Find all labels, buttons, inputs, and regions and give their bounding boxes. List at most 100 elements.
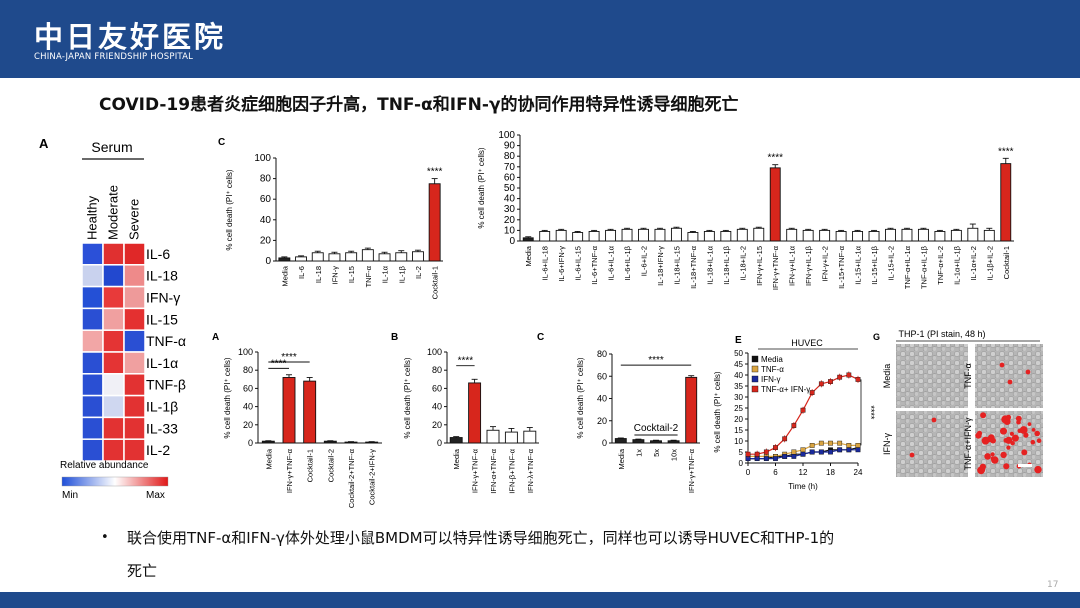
pi-cell xyxy=(1034,430,1040,437)
data-point xyxy=(846,372,852,378)
bar xyxy=(365,441,379,444)
bar xyxy=(868,231,880,242)
x-tick-label: IFN-γ+IL-2 xyxy=(821,246,830,282)
pi-cell xyxy=(1003,438,1009,443)
data-point xyxy=(745,451,751,457)
y-tick-label: 5 xyxy=(739,448,744,457)
heatmap-row-label: IFN-γ xyxy=(146,290,180,306)
pi-cell xyxy=(988,434,995,441)
x-tick-label: IL-2 xyxy=(414,266,423,279)
data-point xyxy=(818,381,824,387)
x-tick-label: IL-1α xyxy=(381,265,390,283)
data-point xyxy=(846,443,852,448)
x-tick-label: IL-18+IFN-γ xyxy=(656,246,665,286)
chart-c1: C % cell death (PI⁺ cells) 0 20 40 60 80 100 Med… xyxy=(218,137,443,299)
y-tick-label: 80 xyxy=(260,174,272,185)
scale-bar xyxy=(1018,464,1032,467)
pi-cell xyxy=(931,417,937,423)
legend-label: TNF-α+ IFN-γ xyxy=(761,385,810,394)
pi-cell xyxy=(1000,427,1007,435)
data-point xyxy=(828,440,833,446)
pi-cell xyxy=(1030,439,1036,445)
y-tick-label: 100 xyxy=(498,130,515,141)
x-tick-label: 12 xyxy=(799,468,808,477)
x-tick-label: IFN-α+TNF-α xyxy=(489,448,498,493)
heatmap-cell xyxy=(102,373,125,397)
chart-title: HUVEC xyxy=(791,338,823,348)
bar xyxy=(328,253,341,262)
microscopy-panel-letter: G xyxy=(873,332,880,342)
panel-letter: C xyxy=(218,137,225,148)
bar xyxy=(572,232,584,242)
pi-cell xyxy=(990,452,995,457)
bar xyxy=(650,440,662,444)
y-tick-label: 0 xyxy=(602,438,607,448)
bar xyxy=(934,231,946,242)
data-point xyxy=(763,456,769,461)
data-point xyxy=(800,447,806,453)
y-tick-label: 50 xyxy=(734,349,743,358)
x-tick-label: 0 xyxy=(746,468,751,477)
bar xyxy=(295,256,307,262)
x-tick-label: IFN-γ+IL-1β xyxy=(804,245,813,286)
data-point xyxy=(837,447,843,453)
x-tick-label: IFN-β+TNF-α xyxy=(507,448,516,493)
heatmap-cell xyxy=(102,242,125,266)
heatmap-cell xyxy=(123,351,146,375)
microscopy-label-ifn: IFN-γ xyxy=(882,433,892,455)
bar xyxy=(378,253,391,262)
x-tick-label: TNF-α+IL-1α xyxy=(903,245,912,289)
bar xyxy=(555,229,567,242)
heatmap-cell xyxy=(81,438,104,462)
bar xyxy=(786,228,798,242)
bar xyxy=(605,229,617,242)
x-tick-label: IL-6+IL-1α xyxy=(607,245,616,280)
heatmap-cell xyxy=(81,285,104,310)
heatmap-cell xyxy=(81,394,104,419)
legend-label: Media xyxy=(761,355,783,364)
pi-cell xyxy=(1036,438,1042,444)
data-point xyxy=(828,379,833,384)
microscopy-label-combo: TNF-α+IFN-γ xyxy=(963,417,973,470)
significance-marker: **** xyxy=(648,355,664,366)
y-tick-label: 25 xyxy=(734,404,743,413)
data-point xyxy=(809,390,815,395)
heatmap-cell xyxy=(81,242,104,266)
legend-label: IFN-γ xyxy=(761,375,781,384)
heatmap-legend-label: Relative abundance xyxy=(60,460,149,471)
x-tick-label: 5x xyxy=(652,449,661,457)
bar xyxy=(835,231,847,242)
y-tick-label: 80 xyxy=(432,365,442,375)
pi-cell xyxy=(984,453,991,460)
bar xyxy=(753,227,765,242)
heatmap-cell xyxy=(81,351,104,375)
significance-marker: **** xyxy=(767,153,783,164)
pi-cell xyxy=(1025,369,1031,375)
x-tick-label: 1x xyxy=(634,449,643,457)
hospital-logo-english: CHINA-JAPAN FRIENDSHIP HOSPITAL xyxy=(34,52,194,62)
heatmap-cell xyxy=(123,285,146,310)
heatmap-panel: A Serum Healthy Moderate Severe IL-6 IL-18 I… xyxy=(39,136,186,501)
y-tick-label: 60 xyxy=(432,383,442,393)
bar xyxy=(720,231,732,242)
bar xyxy=(654,228,666,242)
microscopy-label-tnf: TNF-α xyxy=(963,363,973,389)
x-tick-label: IL-6+IL-1β xyxy=(623,245,632,280)
heatmap-cell xyxy=(123,416,146,440)
significance-marker: **** xyxy=(271,358,287,369)
x-tick-label: IFN-γ+TNF-α xyxy=(471,448,480,493)
bar xyxy=(323,440,337,444)
x-tick-label: Cocktail-1 xyxy=(431,266,440,299)
x-tick-label: IL-1β+IL-2 xyxy=(985,246,994,281)
bar xyxy=(311,252,324,262)
footer-bar xyxy=(0,592,1080,608)
bar xyxy=(261,440,275,444)
heatmap-row-label: IL-1β xyxy=(146,399,178,415)
y-tick-label: 10 xyxy=(504,225,516,236)
heatmap-cell xyxy=(102,351,125,375)
x-tick-label: IFN-γ+TNF-α xyxy=(285,448,294,493)
x-tick-label: 6 xyxy=(773,468,778,477)
chart-e: E % cell death (PI⁺ cells) 0 5 10 15 20 25 30 35 4… xyxy=(713,335,876,491)
bar xyxy=(523,430,537,444)
y-tick-label: 40 xyxy=(734,371,743,380)
